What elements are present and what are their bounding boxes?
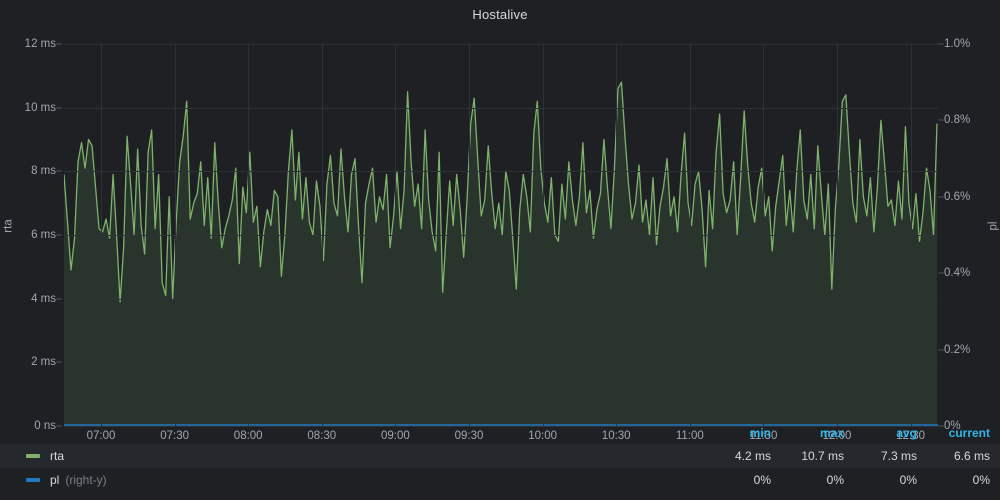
gridline-horizontal	[64, 171, 938, 173]
legend-rta-current: 6.6 ms	[953, 449, 990, 463]
y-axis-right-tickmark	[938, 349, 944, 351]
y-axis-right-tickmark	[938, 272, 944, 274]
gridline-horizontal	[64, 107, 938, 109]
legend-series-name: pl	[50, 473, 60, 487]
legend-series-pl[interactable]: pl (right-y)	[0, 473, 708, 487]
legend-pl-min: 0%	[753, 473, 771, 487]
x-axis-tick-label: 11:00	[675, 430, 704, 442]
legend-pl-avg: 0%	[899, 473, 917, 487]
rta-series-line	[64, 82, 937, 302]
y-axis-left-tickmark	[56, 107, 62, 109]
y-axis-right-tickmark	[938, 196, 944, 198]
y-axis-left-tick-label: 12 ms	[24, 38, 56, 50]
legend-table: min max avg current rta 4.2 ms 10.7 ms 7…	[0, 422, 1000, 500]
y-axis-right-tickmark	[938, 425, 944, 427]
y-axis-right-tick-label: 1.0%	[944, 38, 971, 50]
y-axis-left-tick-label: 6 ms	[31, 229, 56, 241]
gridline-vertical	[321, 44, 323, 426]
x-axis-tick-label: 08:30	[307, 430, 337, 442]
legend-header-row: min max avg current	[0, 422, 1000, 444]
x-axis-line	[64, 426, 938, 427]
rta-area-fill	[64, 82, 937, 426]
gridline-horizontal	[64, 44, 938, 45]
y-axis-left-tickmark	[56, 43, 62, 45]
legend-pl-current: 0%	[972, 473, 990, 487]
x-axis-tick-label: 07:00	[86, 430, 116, 442]
x-axis-ticks: 07:00 07:30 08:00 08:30 09:00 09:30 10:00 10:30…	[0, 428, 1000, 450]
legend-col-min[interactable]: min	[749, 426, 771, 440]
legend-col-max[interactable]: max	[819, 426, 844, 440]
gridline-vertical	[101, 44, 102, 426]
y-axis-left-tickmark	[56, 298, 62, 300]
x-axis-tick-label: 07:30	[160, 430, 189, 442]
y-axis-left-tickmark	[56, 361, 62, 363]
x-axis-tick-label: 09:00	[381, 430, 410, 442]
y-axis-left-tick-label: 0 ns	[34, 420, 56, 432]
legend-col-current[interactable]: current	[948, 426, 990, 440]
y-axis-left-tickmark	[56, 170, 62, 172]
gridline-vertical	[542, 44, 544, 426]
gridline-vertical	[616, 44, 618, 426]
x-axis-tick-label: 09:30	[454, 430, 484, 442]
legend-rta-avg: 7.3 ms	[880, 449, 917, 463]
y-axis-left-ticks: 0 ns 2 ms 4 ms 6 ms 8 ms 10 ms 12 ms	[0, 38, 62, 432]
x-axis-tick-label: 08:00	[233, 430, 263, 442]
legend-col-avg[interactable]: avg	[896, 426, 917, 440]
y-axis-right-tick-label: 0%	[944, 420, 961, 432]
gridline-vertical	[469, 44, 470, 426]
legend-rta-max: 10.7 ms	[801, 449, 844, 463]
legend-series-name: rta	[50, 449, 65, 463]
series-color-swatch-icon[interactable]	[26, 454, 40, 458]
gridline-vertical	[763, 44, 765, 426]
page-title: Hostalive	[472, 7, 528, 22]
gridline-vertical	[689, 44, 691, 426]
x-axis-tick-label: 10:30	[601, 430, 631, 442]
x-axis-tick-label: 12:00	[822, 430, 852, 442]
x-axis-tick-label: 12:30	[896, 430, 925, 442]
gridline-horizontal	[64, 235, 938, 236]
gridline-vertical	[910, 44, 912, 426]
y-axis-right-tickmark	[938, 119, 944, 121]
x-axis-tick-label: 11:30	[749, 430, 778, 442]
legend-rta-min: 4.2 ms	[734, 449, 771, 463]
y-axis-right-ticks: 0% 0.2% 0.4% 0.6% 0.8% 1.0%	[938, 38, 1000, 432]
chart-region: rta pl 0 ns 2 ms 4 ms 6 ms 8 ms 10 ms 12 ms 0%…	[0, 30, 1000, 442]
y-axis-right-tick-label: 0.2%	[944, 343, 971, 356]
legend-pl-max: 0%	[826, 473, 844, 487]
x-axis-tick-label: 10:00	[528, 430, 557, 442]
plot-area[interactable]	[64, 44, 938, 426]
y-axis-left-tick-label: 8 ms	[31, 165, 56, 178]
y-axis-left-tick-label: 2 ms	[31, 356, 56, 369]
legend-series-axis-note: (right-y)	[65, 473, 107, 487]
y-axis-right-tickmark	[938, 43, 944, 45]
legend-series-rta[interactable]: rta	[0, 449, 708, 463]
series-layer	[64, 44, 938, 426]
gridline-vertical	[174, 44, 176, 426]
y-axis-left-tick-label: 10 ms	[24, 101, 56, 114]
y-axis-right-tick-label: 0.6%	[944, 190, 971, 203]
gridline-vertical	[837, 44, 838, 426]
series-color-swatch-icon[interactable]	[26, 478, 40, 482]
legend-row-pl[interactable]: pl (right-y) 0% 0% 0% 0%	[0, 468, 1000, 492]
gridline-horizontal	[64, 298, 938, 300]
y-axis-left-tickmark	[56, 234, 62, 236]
gridline-horizontal	[64, 362, 938, 364]
y-axis-right-tick-label: 0.8%	[944, 114, 971, 127]
gridline-vertical	[248, 44, 250, 426]
y-axis-left-tick-label: 4 ms	[31, 292, 56, 305]
y-axis-left-tickmark	[56, 425, 62, 427]
gridline-vertical	[395, 44, 397, 426]
y-axis-right-tick-label: 0.4%	[944, 267, 971, 280]
legend-row-rta[interactable]: rta 4.2 ms 10.7 ms 7.3 ms 6.6 ms	[0, 444, 1000, 468]
